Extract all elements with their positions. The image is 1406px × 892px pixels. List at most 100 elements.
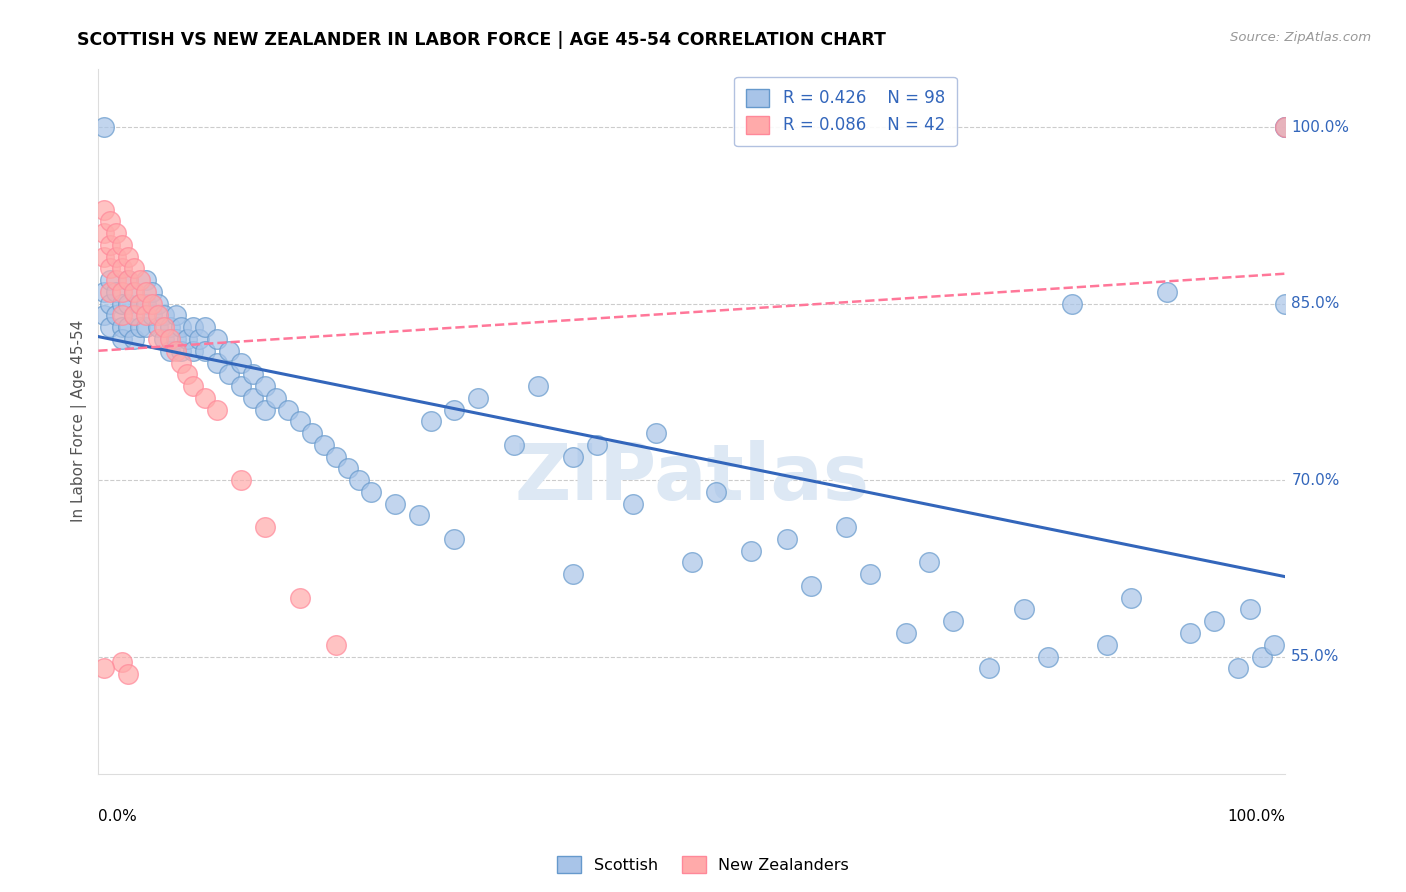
Point [135,273,157,287]
Point [111,297,134,311]
Point [122,332,145,346]
Point [181,379,204,393]
Point [128,297,150,311]
Text: ZIPatlas: ZIPatlas [515,440,869,516]
Point [146,332,169,346]
Point [122,285,145,299]
Point [288,414,311,428]
Point [1119,591,1142,605]
Point [859,567,882,582]
Point [277,402,299,417]
Point [467,391,489,405]
Point [122,285,145,299]
Point [894,626,917,640]
Point [419,414,441,428]
Point [194,343,217,358]
Point [194,320,217,334]
Text: 100.0%: 100.0% [1291,120,1350,135]
Point [111,285,134,299]
Point [776,532,799,546]
Point [159,320,181,334]
Point [1060,297,1083,311]
Point [1274,297,1296,311]
Point [1263,638,1285,652]
Point [98,285,121,299]
Point [918,556,941,570]
Point [141,309,163,323]
Point [526,379,548,393]
Point [1097,638,1119,652]
Point [135,285,157,299]
Point [141,285,163,299]
Point [1156,285,1178,299]
Point [146,297,169,311]
Point [336,461,359,475]
Text: 100.0%: 100.0% [1227,809,1285,824]
Point [170,320,193,334]
Point [159,332,181,346]
Point [98,273,121,287]
Point [128,320,150,334]
Point [93,120,115,135]
Point [645,426,668,441]
Point [1036,649,1059,664]
Text: 0.0%: 0.0% [98,809,138,824]
Point [242,391,264,405]
Point [117,320,139,334]
Y-axis label: In Labor Force | Age 45-54: In Labor Force | Age 45-54 [72,320,87,523]
Point [229,355,252,369]
Point [1274,120,1296,135]
Point [205,355,228,369]
Point [443,532,465,546]
Point [98,297,121,311]
Point [105,285,128,299]
Point [205,402,228,417]
Point [704,484,727,499]
Point [93,661,115,675]
Legend: Scottish, New Zealanders: Scottish, New Zealanders [551,849,855,880]
Point [740,543,762,558]
Point [1274,120,1296,135]
Point [188,332,211,346]
Point [93,202,115,217]
Point [105,309,128,323]
Point [98,238,121,252]
Point [135,320,157,334]
Point [253,520,276,534]
Point [98,214,121,228]
Point [122,309,145,323]
Point [170,343,193,358]
Point [111,261,134,276]
Point [117,667,139,681]
Point [111,656,134,670]
Point [349,473,371,487]
Point [205,332,228,346]
Point [152,320,174,334]
Point [146,320,169,334]
Point [117,273,139,287]
Point [93,285,115,299]
Point [165,343,187,358]
Point [502,438,524,452]
Point [218,368,240,382]
Point [117,273,139,287]
Point [122,261,145,276]
Point [98,320,121,334]
Point [229,379,252,393]
Point [977,661,1000,675]
Text: Source: ZipAtlas.com: Source: ZipAtlas.com [1230,31,1371,45]
Point [105,226,128,240]
Point [128,297,150,311]
Point [165,309,187,323]
Point [218,343,240,358]
Text: 70.0%: 70.0% [1291,473,1340,488]
Point [181,320,204,334]
Point [93,309,115,323]
Point [141,297,163,311]
Point [152,309,174,323]
Point [122,309,145,323]
Point [159,343,181,358]
Legend: R = 0.426    N = 98, R = 0.086    N = 42: R = 0.426 N = 98, R = 0.086 N = 42 [734,77,956,146]
Point [681,556,703,570]
Point [835,520,858,534]
